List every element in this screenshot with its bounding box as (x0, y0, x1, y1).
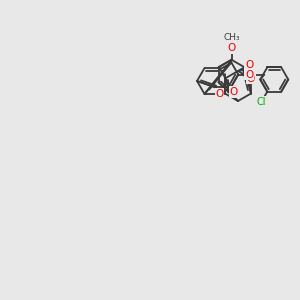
Text: O: O (247, 74, 255, 83)
Text: O: O (245, 70, 254, 80)
Text: O: O (215, 89, 223, 99)
Text: CH₃: CH₃ (223, 33, 240, 42)
Text: O: O (230, 87, 238, 97)
Text: O: O (227, 43, 236, 53)
Text: Cl: Cl (256, 97, 266, 107)
Text: O: O (245, 59, 254, 70)
